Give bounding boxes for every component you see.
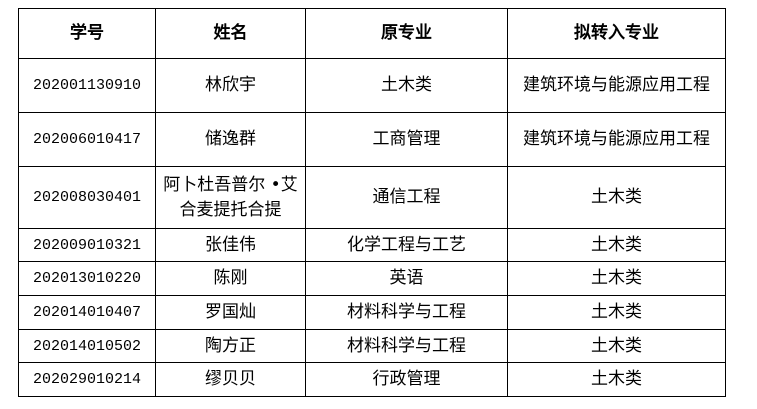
original-major-cell: 行政管理 (305, 362, 508, 397)
original-major-cell: 工商管理 (305, 112, 508, 167)
student-id-cell: 202001130910 (18, 58, 156, 113)
target-major-cell: 土木类 (507, 329, 726, 363)
original-major-cell: 英语 (305, 261, 508, 296)
original-major-cell: 通信工程 (305, 166, 508, 229)
table-row: 202029010214 缪贝贝 行政管理 土木类 (18, 362, 726, 397)
target-major-cell: 土木类 (507, 295, 726, 330)
name-cell: 陶方正 (155, 329, 306, 363)
target-major-cell: 建筑环境与能源应用工程 (507, 112, 726, 167)
table-row: 202014010502 陶方正 材料科学与工程 土木类 (18, 329, 726, 363)
target-major-cell: 土木类 (507, 228, 726, 262)
original-major-cell: 土木类 (305, 58, 508, 113)
student-id-cell: 202014010407 (18, 295, 156, 330)
table-row: 202014010407 罗国灿 材料科学与工程 土木类 (18, 295, 726, 330)
header-name: 姓名 (155, 8, 306, 59)
target-major-cell: 建筑环境与能源应用工程 (507, 58, 726, 113)
name-cell: 罗国灿 (155, 295, 306, 330)
header-student-id: 学号 (18, 8, 156, 59)
original-major-cell: 材料科学与工程 (305, 295, 508, 330)
table-row: 202008030401 阿卜杜吾普尔 •艾合麦提托合提 通信工程 土木类 (18, 166, 726, 229)
name-cell: 张佳伟 (155, 228, 306, 262)
table-row: 202013010220 陈刚 英语 土木类 (18, 261, 726, 296)
student-id-cell: 202014010502 (18, 329, 156, 363)
table-row: 202006010417 储逸群 工商管理 建筑环境与能源应用工程 (18, 112, 726, 167)
name-cell: 阿卜杜吾普尔 •艾合麦提托合提 (155, 166, 306, 229)
name-cell: 储逸群 (155, 112, 306, 167)
original-major-cell: 化学工程与工艺 (305, 228, 508, 262)
target-major-cell: 土木类 (507, 362, 726, 397)
target-major-cell: 土木类 (507, 166, 726, 229)
name-cell: 缪贝贝 (155, 362, 306, 397)
table-row: 202001130910 林欣宇 土木类 建筑环境与能源应用工程 (18, 58, 726, 113)
header-row: 学号 姓名 原专业 拟转入专业 (18, 8, 726, 59)
student-id-cell: 202029010214 (18, 362, 156, 397)
transfer-table: 学号 姓名 原专业 拟转入专业 202001130910 林欣宇 土木类 建筑环境与能… (18, 8, 726, 397)
original-major-cell: 材料科学与工程 (305, 329, 508, 363)
student-id-cell: 202008030401 (18, 166, 156, 229)
student-id-cell: 202006010417 (18, 112, 156, 167)
student-id-cell: 202009010321 (18, 228, 156, 262)
header-original-major: 原专业 (305, 8, 508, 59)
student-id-cell: 202013010220 (18, 261, 156, 296)
header-target-major: 拟转入专业 (507, 8, 726, 59)
table-row: 202009010321 张佳伟 化学工程与工艺 土木类 (18, 228, 726, 262)
target-major-cell: 土木类 (507, 261, 726, 296)
name-cell: 林欣宇 (155, 58, 306, 113)
name-cell: 陈刚 (155, 261, 306, 296)
